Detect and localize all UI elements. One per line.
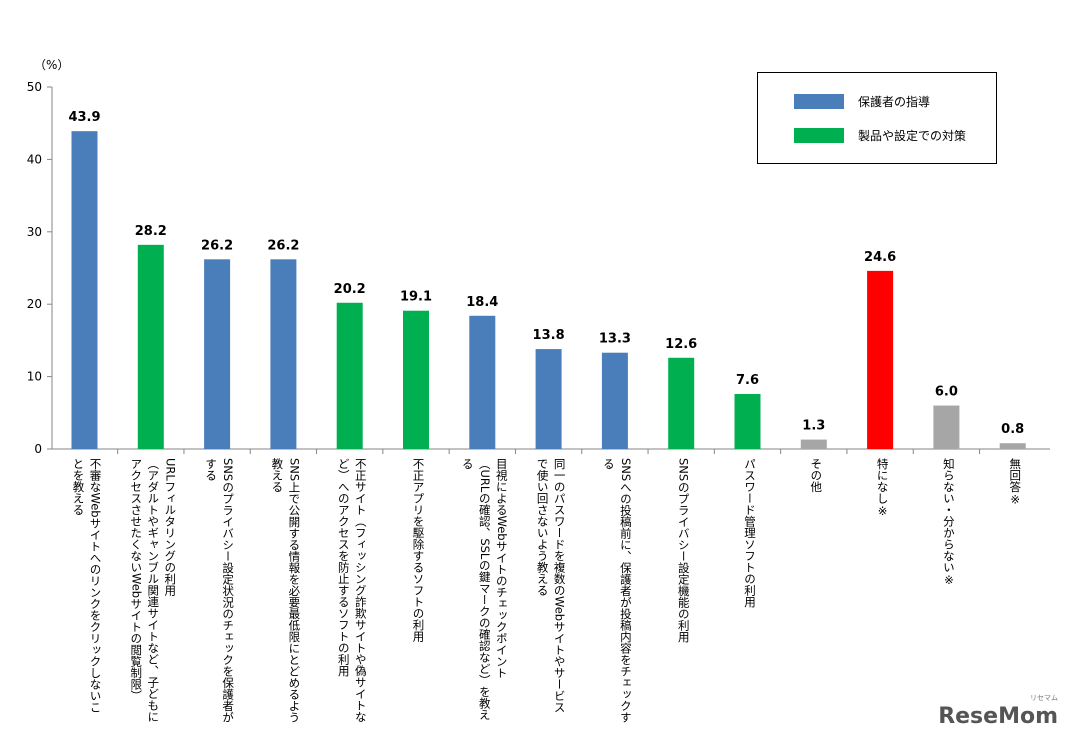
y-tick-label: 50 [27,80,42,94]
bar-value-label: 19.1 [400,290,432,305]
y-axis-unit-label: （%） [34,58,70,72]
bar [867,270,894,449]
category-label-line: SNSのプライバシー設定機能の利用 [676,458,691,643]
y-tick-label: 0 [34,442,42,456]
bar [71,131,98,449]
category-label: SNS上で公開する情報を必要最低限にとどめるよう 教える [268,458,302,728]
bar [800,439,827,449]
category-label-line: 同一のパスワードを複数のWebサイトやサービス [552,458,567,714]
category-label: 不正サイト（フィッシング詐欺サイトや偽サイトな ど）へのアクセスを防止するソフトの… [335,458,369,728]
bar-value-label: 7.6 [736,373,759,388]
category-label: 無回答※ [1006,458,1023,728]
watermark-kana: リセマム [1030,694,1058,702]
bar [999,443,1026,449]
bar [403,310,429,449]
bar [535,349,562,449]
category-label-line: る [460,458,475,470]
bar [734,393,761,449]
category-label: パスワード管理ソフトの利用 [741,458,758,728]
category-label-line: る [601,458,616,470]
bar [270,259,297,449]
category-label-line: SNSのプライバシー設定状況のチェックを保護者が [221,458,236,723]
category-label-line: とを教える [71,458,86,516]
category-label: 特になし※ [874,458,891,728]
category-label: 不審なWebサイトへのリンクをクリックしないこ とを教える [70,458,104,728]
category-label: 目視によるWebサイトのチェックポイント （URLの確認、SSLの鍵マークの確認な… [459,458,510,728]
category-label-line: アクセスさせたくないWebサイトの閲覧制限） [129,458,144,702]
category-label-line: SNS上で公開する情報を必要最低限にとどめるよう [287,458,302,723]
bar [469,315,496,449]
category-label-line: 不正アプリを駆除するソフトの利用 [411,458,426,642]
category-label: SNSのプライバシー設定機能の利用 [675,458,692,728]
category-label-line: 知らない・分からない※ [941,458,956,587]
bar [137,244,164,449]
bar-value-label: 0.8 [1001,422,1024,437]
bar [204,259,231,449]
category-label: その他 [807,458,824,728]
category-label: 不正アプリを駆除するソフトの利用 [410,458,427,728]
category-label: URLフィルタリングの利用 （アダルトやギャンブル関連サイトなど、子どもに アクセス… [127,458,178,728]
category-label: 知らない・分からない※ [940,458,957,728]
bar-value-label: 13.8 [533,328,565,343]
y-tick-label: 10 [27,370,42,384]
bar-value-label: 1.3 [802,419,825,434]
category-label-line: 無回答※ [1008,458,1023,507]
category-label: SNSへの投稿前に、保護者が投稿内容をチェックする [600,458,634,728]
category-label-line: SNSへの投稿前に、保護者が投稿内容をチェックす [618,458,633,723]
category-label-line: で使い回さないよう教える [535,458,550,596]
bar-value-label: 28.2 [135,224,167,239]
legend-item-products: 製品や設定での対策 [794,127,966,144]
legend: 保護者の指導 製品や設定での対策 [757,72,997,164]
y-tick-label: 40 [27,152,42,166]
bar-value-label: 43.9 [68,110,100,125]
category-label-line: （アダルトやギャンブル関連サイトなど、子どもに [146,458,161,723]
category-label-line: 不審なWebサイトへのリンクをクリックしないこ [88,458,103,714]
bar-value-label: 26.2 [267,238,299,253]
category-label-line: 教える [270,458,285,493]
y-tick-label: 20 [27,297,42,311]
category-label-line: 特になし※ [875,458,890,518]
category-label-line: 不正サイト（フィッシング詐欺サイトや偽サイトな [353,458,368,723]
category-label-line: その他 [809,458,824,493]
category-label-line: URLフィルタリングの利用 [163,458,178,596]
legend-swatch-green [794,128,844,143]
legend-label-guidance: 保護者の指導 [858,95,931,109]
category-label: SNSのプライバシー設定状況のチェックを保護者が する [202,458,236,728]
category-label: 同一のパスワードを複数のWebサイトやサービス で使い回さないよう教える [534,458,568,728]
category-label-line: する [204,458,219,481]
bar-value-label: 6.0 [935,385,958,400]
y-tick-label: 30 [27,225,42,239]
watermark-logo: ReseMom [938,704,1058,729]
bar [601,352,628,449]
legend-item-guidance: 保護者の指導 [794,93,930,110]
legend-label-products: 製品や設定での対策 [858,129,967,143]
legend-swatch-blue [794,94,844,109]
bar [933,405,960,449]
category-label-line: 目視によるWebサイトのチェックポイント [494,458,509,679]
bar [336,302,363,449]
bar-value-label: 18.4 [466,295,498,310]
bar-value-label: 24.6 [864,250,896,265]
bar [668,357,695,449]
bar-value-label: 13.3 [599,332,631,347]
bar-value-label: 20.2 [334,282,366,297]
category-label-line: （URLの確認、SSLの鍵マークの確認など）を教え [477,458,492,721]
category-label-line: パスワード管理ソフトの利用 [743,458,757,608]
bar-value-label: 26.2 [201,238,233,253]
bar-value-label: 12.6 [665,337,697,352]
category-label-line: ど）へのアクセスを防止するソフトの利用 [336,458,351,677]
